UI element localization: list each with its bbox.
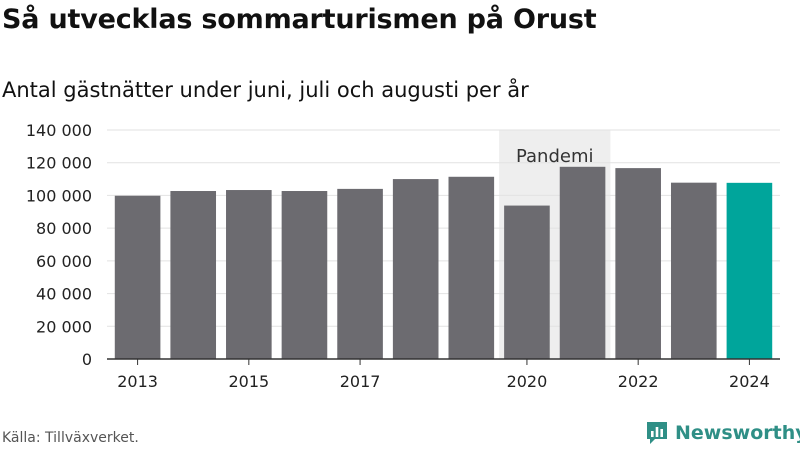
newsworthy-logo-icon [647,422,667,444]
bar-2016 [281,191,328,359]
brand-logo: Newsworthy [645,420,800,446]
bar-2023 [670,182,717,359]
bar-2017 [337,188,383,359]
bar-2013 [114,195,161,359]
chart-title: Så utvecklas sommarturismen på Orust [2,4,597,35]
x-tick-label: 2024 [729,372,770,391]
source-note: Källa: Tillväxverket. [2,430,139,446]
y-tick-label: 100 000 [26,186,92,205]
x-tick-label: 2017 [340,372,381,391]
bar-2020 [504,205,550,359]
x-tick-label: 2015 [228,372,269,391]
bar-layer [114,166,773,359]
y-tick-label: 60 000 [36,252,92,271]
y-tick-label: 80 000 [36,219,92,238]
pandemic-label: Pandemi [516,146,594,167]
bar-2021 [559,166,606,359]
bar-2014 [170,191,217,359]
annotation-layer: Pandemi [516,146,594,167]
chart-subtitle: Antal gästnätter under juni, juli och au… [2,78,529,102]
x-tick-label: 2013 [117,372,158,391]
y-tick-label: 0 [82,350,92,369]
bar-2024 [726,182,773,359]
y-tick-label: 120 000 [26,154,92,173]
bar-chart: 0 20 000 40 000 60 000 80 000 100 000 120 000 1… [26,121,780,391]
x-tick-label: 2022 [618,372,659,391]
grid-layer [107,129,780,327]
bar-2018 [392,179,439,359]
x-tick-label: 2020 [507,372,548,391]
y-tick-label: 40 000 [36,285,92,304]
brand-name: Newsworthy [675,422,800,444]
y-tick-layer: 0 20 000 40 000 60 000 80 000 100 000 120 000 1… [26,121,92,369]
bar-2022 [615,168,661,359]
y-tick-label: 140 000 [26,121,92,140]
bar-2015 [226,190,272,359]
y-tick-label: 20 000 [36,317,92,336]
x-tick-layer: 2013 2015 2017 2020 2022 2024 [117,359,770,391]
bar-2019 [448,176,495,359]
